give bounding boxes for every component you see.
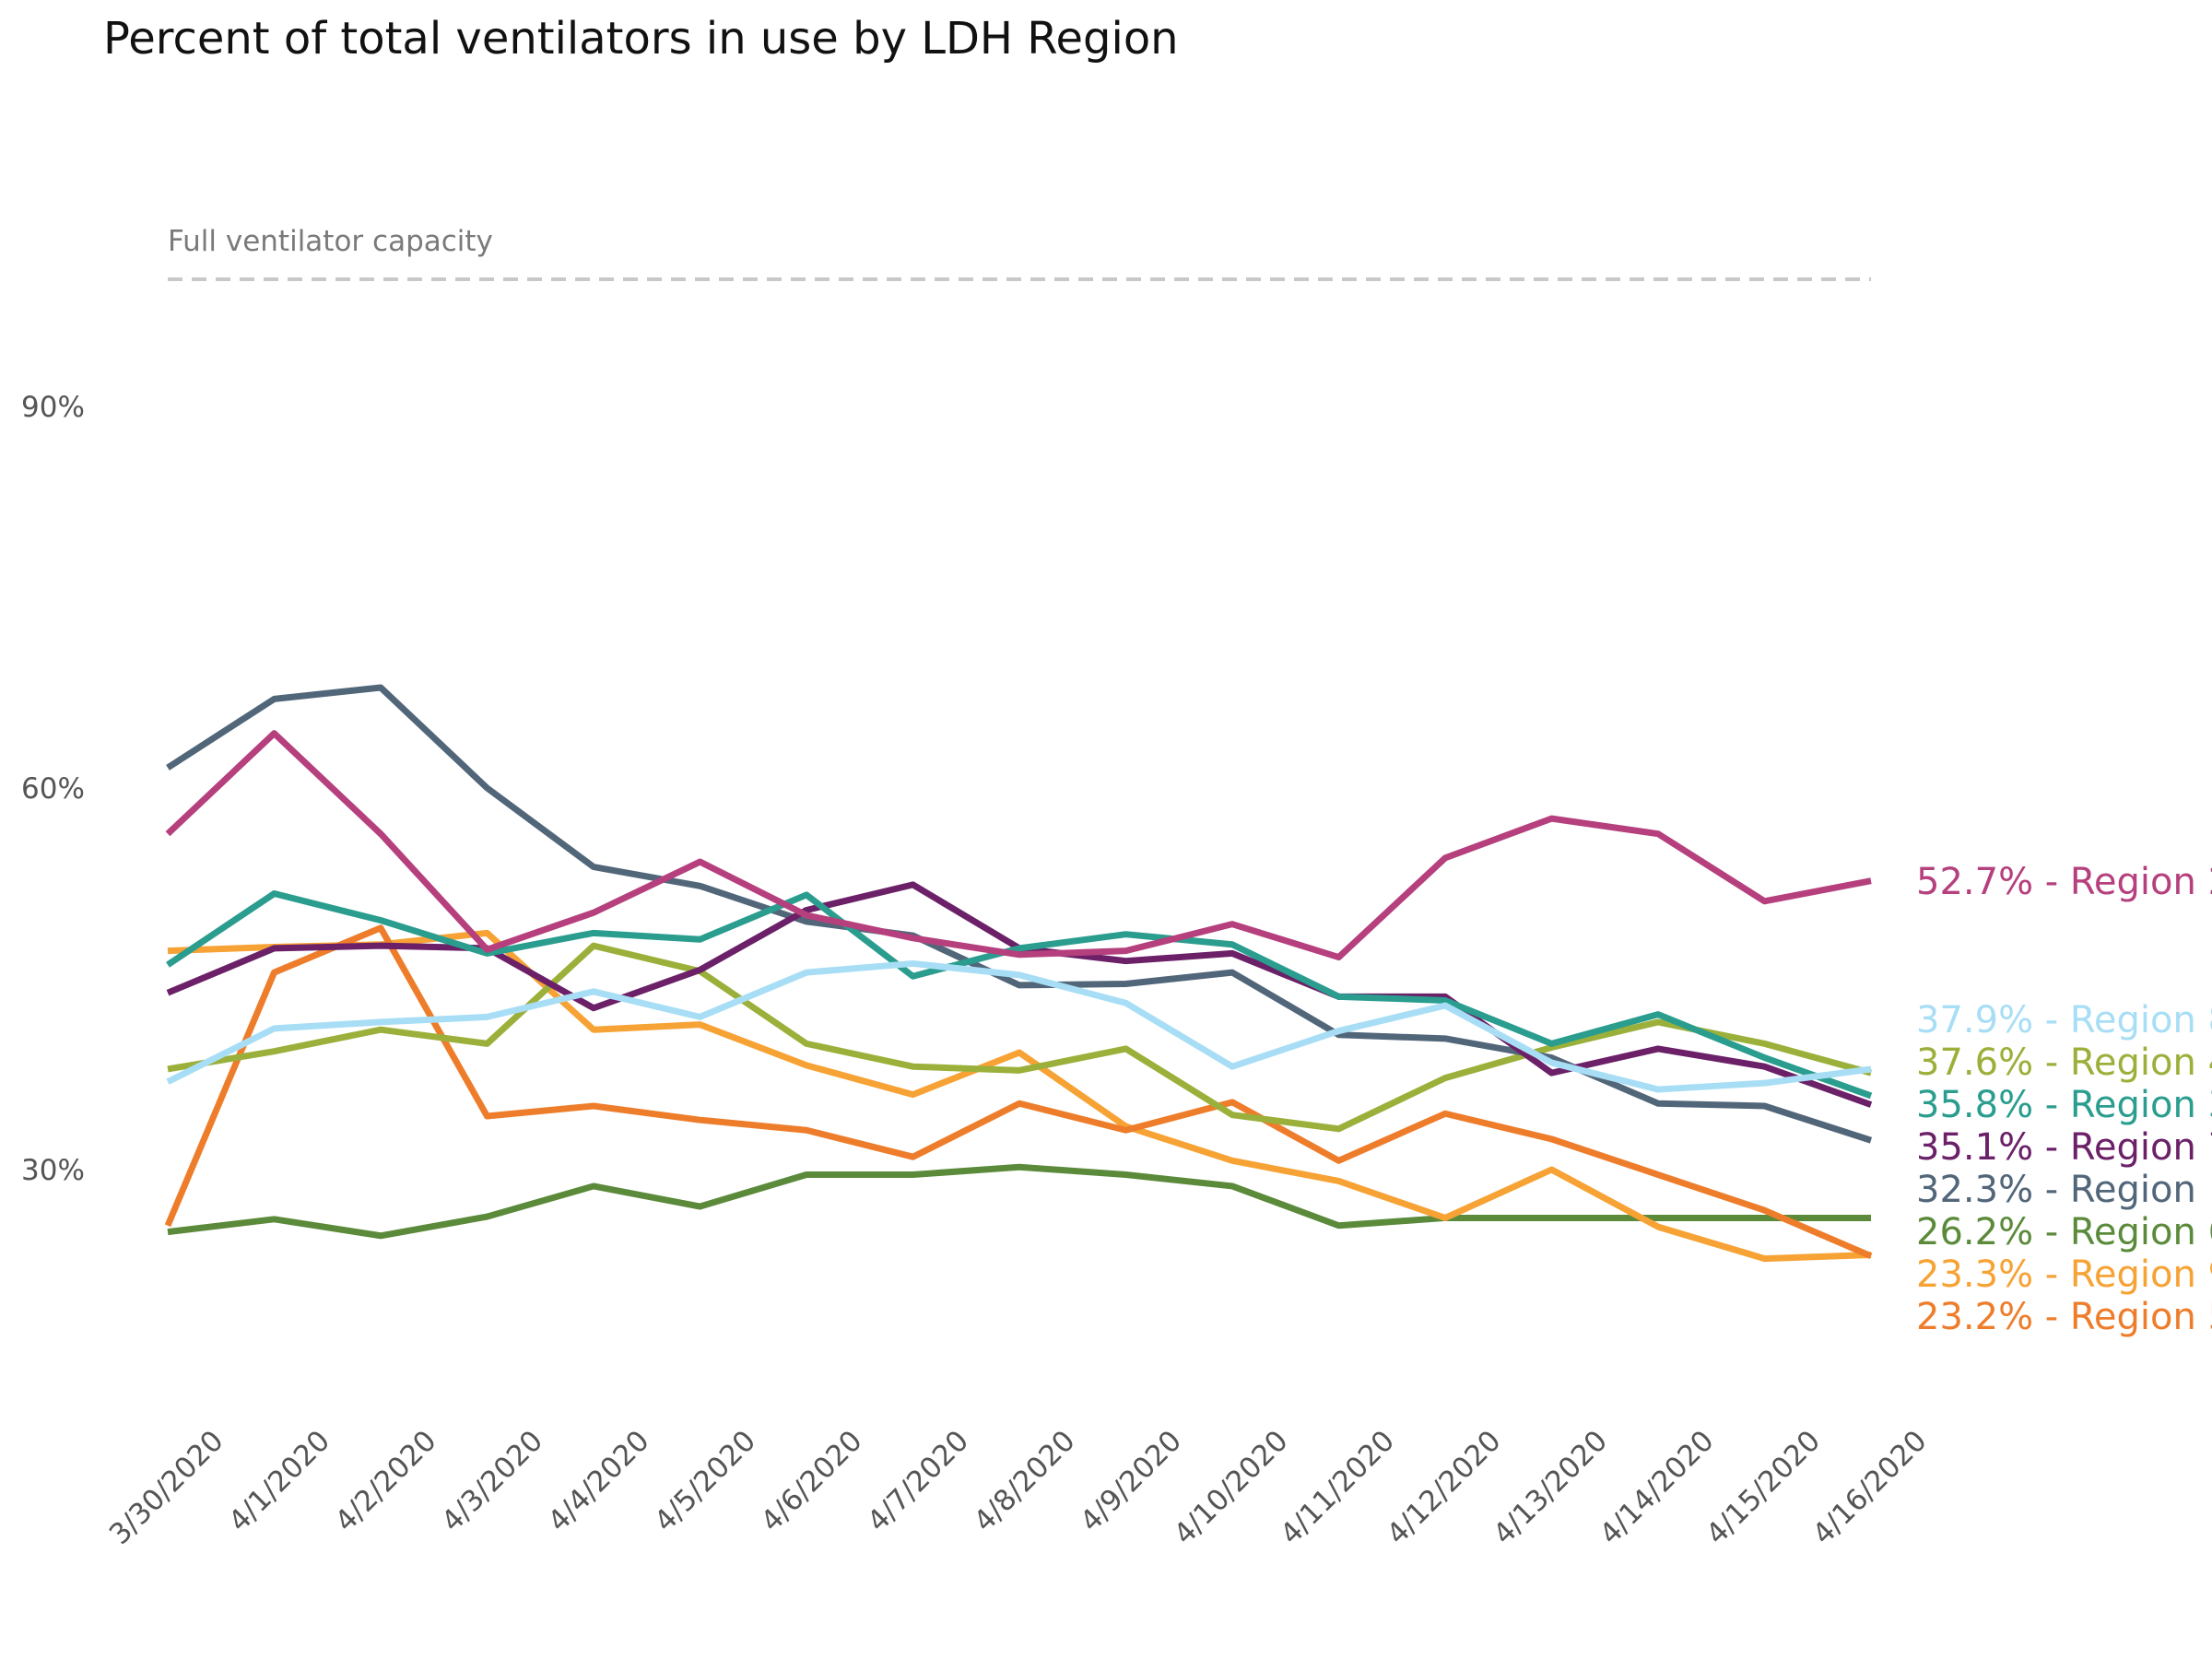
series-lines bbox=[164, 684, 1873, 1263]
series-line-region-6 bbox=[167, 1163, 1871, 1240]
y-tick-label: 90% bbox=[21, 391, 85, 424]
reference-line-label: Full ventilator capacity bbox=[168, 225, 493, 258]
x-tick-label: 4/6/2020 bbox=[755, 1424, 869, 1538]
series-line-region-3 bbox=[166, 890, 1873, 1100]
series-line-region-2 bbox=[165, 730, 1872, 961]
x-tick-label: 4/13/2020 bbox=[1487, 1424, 1614, 1551]
end-label-region-4: 37.6% - Region 4 bbox=[1916, 1041, 2212, 1084]
series-line-region-5 bbox=[164, 924, 1873, 1260]
end-label-region-2: 52.7% - Region 2 bbox=[1916, 861, 2212, 903]
end-label-region-5: 23.2% - Region 5 bbox=[1916, 1296, 2212, 1338]
end-label-region-7: 35.1% - Region 7 bbox=[1916, 1126, 2212, 1169]
y-tick-label: 60% bbox=[21, 772, 85, 806]
x-tick-label: 4/8/2020 bbox=[968, 1424, 1082, 1538]
y-tick-label: 30% bbox=[21, 1154, 85, 1187]
x-tick-label: 4/10/2020 bbox=[1168, 1424, 1295, 1551]
series-line-region-8 bbox=[166, 959, 1872, 1093]
x-axis-ticks: 3/30/20204/1/20204/2/20204/3/20204/4/202… bbox=[103, 1424, 1934, 1551]
end-label-region-3: 35.8% - Region 3 bbox=[1916, 1084, 2212, 1126]
x-tick-label: 4/15/2020 bbox=[1700, 1424, 1827, 1551]
y-axis-ticks: 30% 60% 90% bbox=[21, 391, 85, 1187]
x-tick-label: 4/7/2020 bbox=[861, 1424, 975, 1538]
x-tick-label: 4/9/2020 bbox=[1074, 1424, 1188, 1538]
series-line-region-9 bbox=[167, 929, 1872, 1263]
x-tick-label: 4/11/2020 bbox=[1274, 1424, 1401, 1551]
x-tick-label: 3/30/2020 bbox=[103, 1424, 230, 1551]
series-line-region-4 bbox=[167, 942, 1872, 1133]
x-tick-label: 4/2/2020 bbox=[329, 1424, 443, 1538]
x-tick-label: 4/4/2020 bbox=[542, 1424, 656, 1538]
x-tick-label: 4/16/2020 bbox=[1806, 1424, 1934, 1551]
end-labels: 32.3% - Region 1 52.7% - Region 2 35.8% - … bbox=[1916, 861, 2212, 1338]
end-label-region-8: 37.9% - Region 8 bbox=[1916, 999, 2212, 1041]
x-tick-label: 4/14/2020 bbox=[1594, 1424, 1721, 1551]
chart-title: Percent of total ventilators in use by L… bbox=[103, 13, 1179, 65]
x-tick-label: 4/1/2020 bbox=[222, 1424, 336, 1538]
end-label-region-6: 26.2% - Region 6 bbox=[1916, 1211, 2212, 1253]
x-tick-label: 4/12/2020 bbox=[1381, 1424, 1508, 1551]
x-tick-label: 4/3/2020 bbox=[435, 1424, 549, 1538]
end-label-region-9: 23.3% - Region 9 bbox=[1916, 1253, 2212, 1296]
end-label-region-1: 32.3% - Region 1 bbox=[1916, 1169, 2212, 1211]
x-tick-label: 4/5/2020 bbox=[648, 1424, 762, 1538]
